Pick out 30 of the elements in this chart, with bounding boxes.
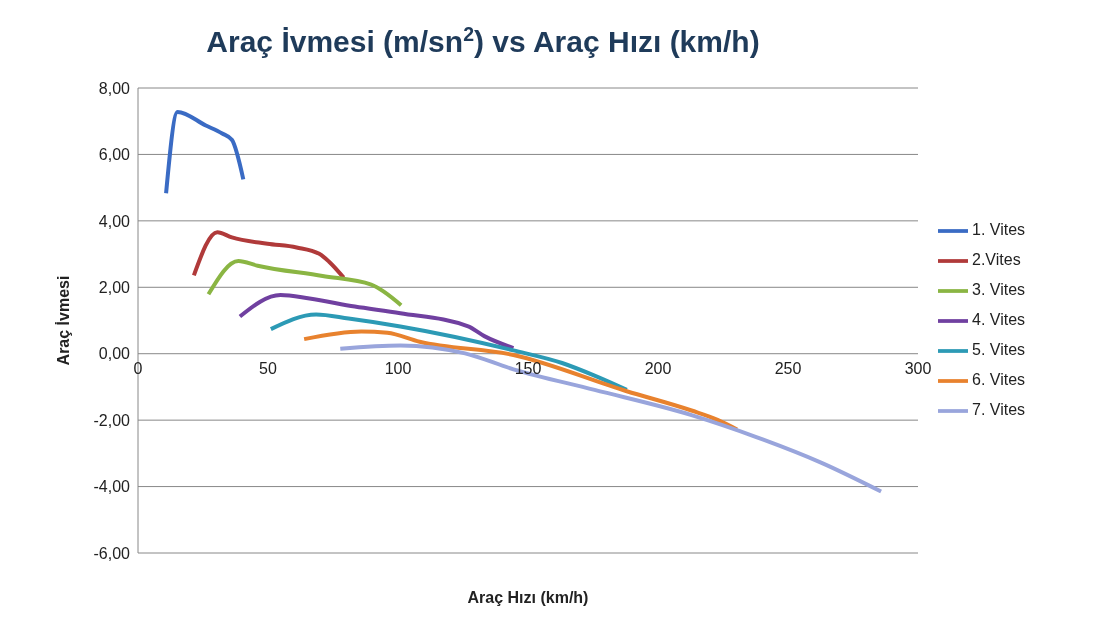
x-tick-label: 300 <box>904 359 932 377</box>
legend-label: 1. Vites <box>972 220 1026 238</box>
line-series <box>237 292 516 351</box>
line-series <box>338 343 884 494</box>
legend-label: 3. Vites <box>972 280 1026 298</box>
x-tick-label: 100 <box>384 359 412 377</box>
y-tick-label: -2,00 <box>93 411 131 429</box>
y-tick-label: 2,00 <box>98 278 131 296</box>
legend-label: 2.Vites <box>972 250 1021 268</box>
legend-label: 5. Vites <box>972 340 1026 358</box>
y-tick-label: 8,00 <box>98 79 131 97</box>
legend-label: 7. Vites <box>972 400 1026 418</box>
y-tick-label: -6,00 <box>93 544 131 562</box>
y-tick-label: -4,00 <box>93 478 131 496</box>
x-tick-label: 50 <box>259 359 277 377</box>
y-axis-title: Araç İvmesi <box>54 275 72 366</box>
legend-label: 4. Vites <box>972 310 1026 328</box>
x-tick-label: 150 <box>514 359 542 377</box>
x-axis-title: Araç Hızı (km/h) <box>467 589 589 606</box>
line-series <box>164 109 246 196</box>
line-series <box>206 259 404 308</box>
y-tick-label: 0,00 <box>98 345 131 363</box>
x-tick-label: 250 <box>774 359 802 377</box>
x-tick-label: 200 <box>644 359 672 377</box>
y-tick-label: 6,00 <box>98 146 131 164</box>
legend-label: 6. Vites <box>972 370 1026 388</box>
line-series <box>191 230 346 280</box>
y-tick-label: 4,00 <box>98 212 131 230</box>
chart-title: Araç İvmesi (m/sn$^{2}$) vs Araç Hızı (km/h) <box>206 23 760 58</box>
x-tick-label: 0 <box>133 359 143 377</box>
